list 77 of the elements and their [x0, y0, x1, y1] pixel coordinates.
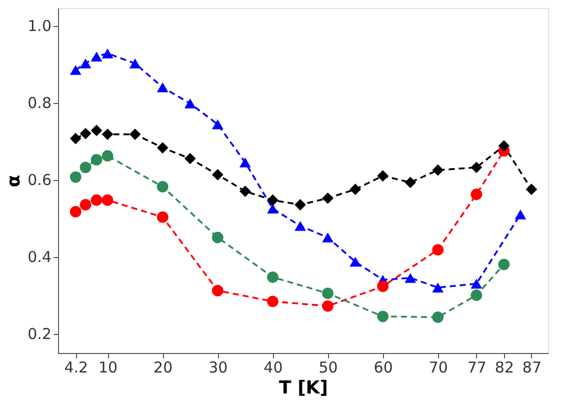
y-tick-label: 0.8 — [28, 94, 52, 112]
point — [90, 154, 102, 166]
point — [404, 176, 416, 188]
point — [470, 278, 482, 289]
point — [70, 206, 82, 218]
point — [80, 162, 92, 174]
point — [80, 199, 92, 210]
point — [90, 52, 102, 62]
point — [267, 204, 278, 214]
point — [70, 171, 82, 183]
x-tick-label: 40 — [264, 358, 283, 376]
point — [498, 258, 510, 270]
point — [514, 209, 526, 220]
y-tick-label: 1.0 — [28, 17, 52, 36]
point — [212, 284, 224, 296]
x-axis-title: T [K] — [279, 378, 328, 398]
point — [470, 162, 482, 174]
point — [70, 132, 82, 144]
point — [102, 194, 114, 206]
point — [156, 211, 168, 223]
point — [432, 312, 444, 323]
point — [90, 124, 102, 136]
point — [526, 184, 538, 196]
point — [350, 256, 362, 267]
point — [156, 142, 168, 154]
point — [184, 98, 196, 108]
point — [350, 184, 362, 196]
point — [267, 194, 278, 206]
point — [212, 232, 224, 244]
point — [377, 280, 389, 292]
point — [239, 157, 251, 168]
point — [322, 300, 334, 312]
point — [80, 128, 92, 140]
point — [432, 164, 444, 176]
point — [377, 170, 389, 182]
y-axis-title: α — [4, 174, 25, 188]
y-tick-label: 0.6 — [28, 171, 52, 190]
point — [90, 194, 102, 206]
point — [102, 150, 114, 162]
x-tick-label: 10 — [98, 358, 118, 376]
x-tick-label: 30 — [208, 358, 228, 376]
point — [322, 288, 334, 300]
point — [432, 282, 444, 292]
point — [322, 232, 334, 242]
point — [239, 186, 251, 197]
point — [404, 272, 416, 283]
y-tick-label: 0.4 — [28, 248, 52, 266]
point — [80, 58, 92, 68]
point — [102, 128, 114, 140]
x-tick-label: 20 — [154, 358, 173, 376]
point — [498, 140, 510, 152]
x-tick-label: 87 — [522, 358, 542, 376]
x-tick-label: 4.2 — [64, 358, 88, 376]
point — [322, 192, 334, 204]
point — [70, 65, 82, 75]
point — [294, 199, 306, 210]
point — [129, 58, 141, 68]
x-tick-label: 50 — [318, 358, 338, 376]
x-tick-label: 60 — [374, 358, 393, 376]
point — [212, 169, 224, 180]
point — [432, 244, 444, 256]
point — [470, 188, 482, 200]
point — [377, 310, 389, 322]
point — [129, 128, 141, 140]
point — [102, 48, 114, 58]
point — [184, 152, 196, 164]
point — [267, 271, 278, 283]
x-tick-label: 77 — [467, 358, 486, 376]
x-tick-label: 70 — [428, 358, 448, 376]
point — [294, 221, 306, 231]
y-tick-label: 0.2 — [28, 325, 52, 344]
point — [156, 82, 168, 92]
point — [156, 180, 168, 192]
point — [267, 296, 278, 308]
point — [212, 119, 224, 130]
x-tick-label: 82 — [494, 358, 514, 376]
point — [470, 290, 482, 301]
